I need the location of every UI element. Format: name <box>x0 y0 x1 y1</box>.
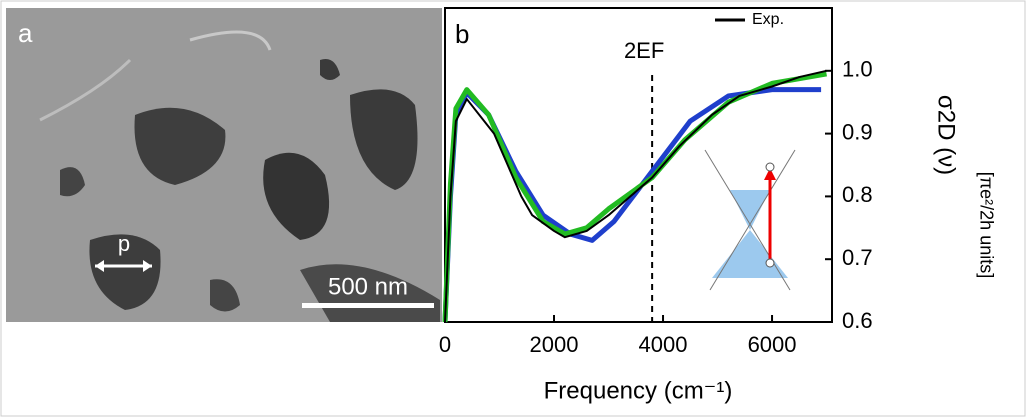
y-tick-label: 1.0 <box>842 57 873 82</box>
marker-label: p <box>118 231 130 256</box>
x-tick-label: 0 <box>439 332 451 357</box>
x-tick-label: 4000 <box>639 332 688 357</box>
y-tick-label: 0.9 <box>842 119 873 144</box>
x-axis-label: Frequency (cm⁻¹) <box>544 377 733 404</box>
sem-image <box>6 8 442 322</box>
x-tick-label: 6000 <box>748 332 797 357</box>
y-axis-label: σ2D (ν) <box>933 95 960 175</box>
y-tick-label: 0.7 <box>842 245 873 270</box>
y-tick-label: 0.8 <box>842 182 873 207</box>
scale-bar-label: 500 nm <box>328 273 408 300</box>
panel-label: a <box>18 18 33 48</box>
series-line <box>444 69 827 323</box>
x-tick-label: 2000 <box>530 332 579 357</box>
legend-label: Exp. <box>752 11 784 28</box>
dirac-cone-inset <box>704 149 796 291</box>
y-axis-units: [πe²/2h units] <box>976 172 996 278</box>
panel-label: b <box>455 19 469 49</box>
y-tick-label: 0.6 <box>842 308 873 333</box>
reference-label: 2EF <box>624 38 664 63</box>
series-line <box>442 71 827 323</box>
